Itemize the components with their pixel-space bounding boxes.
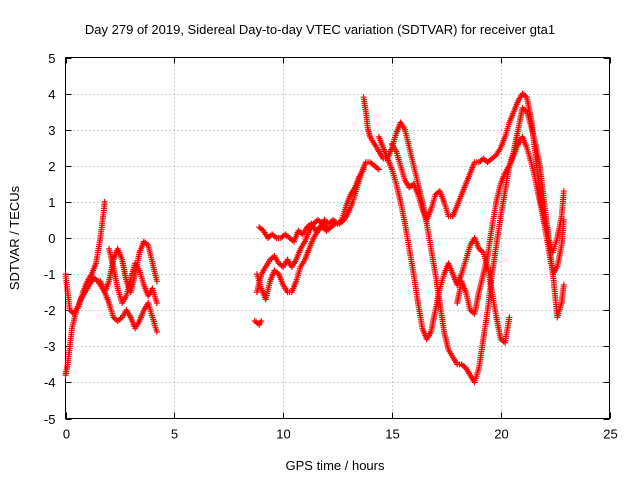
series-trace-11: [388, 90, 567, 256]
data-point: [375, 166, 382, 173]
series-trace-8: [256, 166, 367, 245]
data-point: [560, 188, 567, 195]
x-tick-label: 15: [385, 427, 399, 442]
data-point: [258, 318, 265, 325]
data-point: [153, 299, 160, 306]
series-trace-5: [251, 318, 265, 328]
data-point: [323, 224, 330, 231]
data-point: [153, 278, 160, 285]
axis-ticks: [65, 57, 611, 420]
y-tick-label: -5: [44, 412, 56, 427]
series-trace-10: [375, 133, 513, 346]
data-point: [522, 93, 529, 99]
y-tick-label: 4: [48, 87, 55, 102]
data-point: [560, 216, 567, 223]
y-tick-label: 5: [48, 51, 55, 66]
data-point: [560, 281, 567, 288]
y-tick-label: 1: [48, 195, 55, 210]
data-point: [360, 166, 367, 173]
series-trace-4: [106, 245, 160, 306]
data-points: [62, 90, 567, 386]
series-trace-1: [62, 198, 108, 317]
x-tick-label: 20: [494, 427, 508, 442]
data-point: [153, 328, 160, 335]
series-trace-12: [454, 133, 567, 317]
x-tick-label: 10: [276, 427, 290, 442]
y-tick-label: 2: [48, 159, 55, 174]
tick-labels: 0 5 10 15 20 25 -5 -4 -3 -2 -1 0 1 2 3 4 5: [44, 51, 618, 442]
series-trace-6: [254, 159, 382, 303]
y-tick-label: -4: [44, 375, 56, 390]
y-tick-label: 3: [48, 123, 55, 138]
gridlines: [65, 57, 610, 419]
x-tick-label: 5: [171, 427, 178, 442]
y-axis-label: SDTVAR / TECUs: [7, 185, 22, 290]
data-point: [101, 198, 108, 205]
chart-title: Day 279 of 2019, Sidereal Day-to-day VTE…: [85, 22, 555, 37]
data-point: [506, 314, 513, 321]
series-trace-3: [97, 278, 160, 335]
y-tick-label: -2: [44, 303, 56, 318]
x-tick-label: 0: [63, 427, 70, 442]
y-tick-label: -1: [44, 267, 56, 282]
x-tick-label: 25: [603, 427, 617, 442]
x-axis-label: GPS time / hours: [286, 458, 385, 473]
y-tick-label: -3: [44, 339, 56, 354]
y-tick-label: 0: [48, 231, 55, 246]
